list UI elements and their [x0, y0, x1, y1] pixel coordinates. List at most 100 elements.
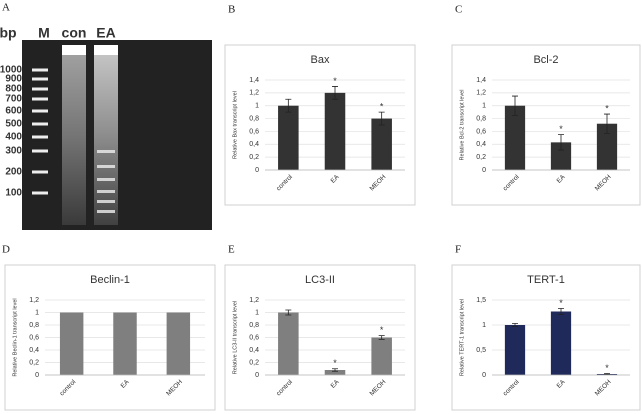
y-tick-label: 0,6 [29, 334, 39, 341]
bar [371, 337, 392, 375]
bar [324, 370, 346, 375]
y-tick-label: 0,5 [476, 347, 486, 354]
y-tick-label: 0 [482, 372, 486, 379]
gel-header: M [38, 25, 50, 41]
ladder-label: 500 [5, 119, 22, 130]
ladder-band [32, 191, 48, 195]
x-tick-label: EA [556, 173, 568, 185]
smear-band [97, 190, 115, 193]
smear-band [97, 165, 115, 168]
chart-title: Bax [311, 54, 330, 66]
ladder-label: 600 [5, 106, 22, 117]
gel-header: bp [0, 25, 17, 41]
chart-title: TERT-1 [527, 274, 565, 286]
error-bar [378, 335, 385, 340]
y-tick-label: 1,2 [476, 90, 486, 97]
smear-band [97, 150, 115, 153]
bar [550, 311, 572, 375]
ladder-label: 300 [5, 146, 22, 157]
y-tick-label: 1 [482, 322, 486, 329]
lane-con [62, 45, 86, 225]
error-bar [332, 86, 338, 100]
smear-band [97, 210, 115, 213]
panel-letter: A [2, 2, 10, 14]
y-tick-label: 0,2 [476, 154, 486, 161]
bar [504, 325, 526, 375]
chart-title: LC3-II [305, 274, 335, 286]
gel-header: con [62, 25, 87, 41]
panel-letter: C [455, 4, 462, 16]
error-bar [512, 95, 518, 116]
bar [113, 312, 137, 375]
y-axis-label: Relative Beclin-1 transcript level [12, 298, 18, 376]
y-tick-label: 0,2 [249, 154, 259, 161]
ladder-band [32, 77, 48, 81]
y-tick-label: 1,5 [476, 297, 486, 304]
x-tick-label: EA [330, 378, 342, 390]
error-bar [604, 113, 610, 134]
panel-letter: B [228, 4, 235, 16]
y-tick-label: 0 [482, 167, 486, 174]
y-tick-label: 1,4 [249, 77, 259, 84]
y-tick-label: 1,2 [249, 90, 259, 97]
y-axis-label: Relative TERT-1 transcript level [459, 299, 465, 376]
y-tick-label: 0,2 [249, 359, 259, 366]
y-tick-label: 0,6 [249, 334, 259, 341]
bar [324, 92, 346, 170]
ladder-label: 400 [5, 132, 22, 143]
significance-mark: * [380, 325, 384, 335]
x-tick-label: EA [330, 173, 342, 185]
panel-letter: D [2, 244, 10, 256]
y-axis-label: Relative Bcl-2 transcript level [459, 90, 465, 161]
bar [278, 312, 299, 375]
y-tick-label: 0 [255, 372, 259, 379]
y-tick-label: 1 [255, 103, 259, 110]
y-axis-label: Relative LC3-II transcript level [232, 301, 238, 374]
significance-mark: * [333, 358, 337, 368]
y-tick-label: 1 [35, 309, 39, 316]
y-tick-label: 0,8 [249, 115, 259, 122]
panel-letter: F [455, 244, 461, 256]
error-bar [558, 134, 564, 151]
ladder-band [32, 149, 48, 153]
gel-header: EA [96, 25, 115, 41]
lane-ea [94, 45, 118, 225]
bar [166, 312, 191, 375]
bar [371, 118, 392, 170]
error-bar [332, 368, 338, 372]
bar [550, 142, 572, 170]
ladder-band [32, 170, 48, 174]
ladder-label: 800 [5, 84, 22, 95]
ladder-band [32, 87, 48, 91]
error-bar [604, 373, 610, 375]
ladder-label: 1000 [0, 65, 22, 76]
y-tick-label: 0,4 [249, 347, 259, 354]
y-tick-label: 0 [35, 372, 39, 379]
significance-mark: * [333, 76, 337, 86]
smear-band [97, 200, 115, 203]
y-tick-label: 0,2 [29, 359, 39, 366]
y-tick-label: 0,6 [476, 128, 486, 135]
y-tick-label: 1,2 [249, 297, 259, 304]
y-tick-label: 1 [255, 309, 259, 316]
y-axis-label: Relative Bax transcript level [232, 91, 238, 159]
ladder-band [32, 109, 48, 113]
bar [278, 105, 299, 170]
bar [59, 312, 84, 375]
well [94, 45, 118, 55]
ladder-band [32, 68, 48, 72]
y-tick-label: 0,4 [476, 141, 486, 148]
y-tick-label: 0 [255, 167, 259, 174]
y-tick-label: 1,4 [476, 77, 486, 84]
chart-title: Beclin-1 [90, 274, 130, 286]
significance-mark: * [605, 363, 609, 373]
y-tick-label: 1 [482, 103, 486, 110]
bar [596, 123, 618, 170]
ladder-band [32, 122, 48, 126]
bar [504, 105, 526, 170]
x-tick-label: EA [556, 378, 568, 390]
error-bar [558, 308, 564, 315]
ladder-label: 900 [5, 74, 22, 85]
y-tick-label: 0,6 [249, 128, 259, 135]
